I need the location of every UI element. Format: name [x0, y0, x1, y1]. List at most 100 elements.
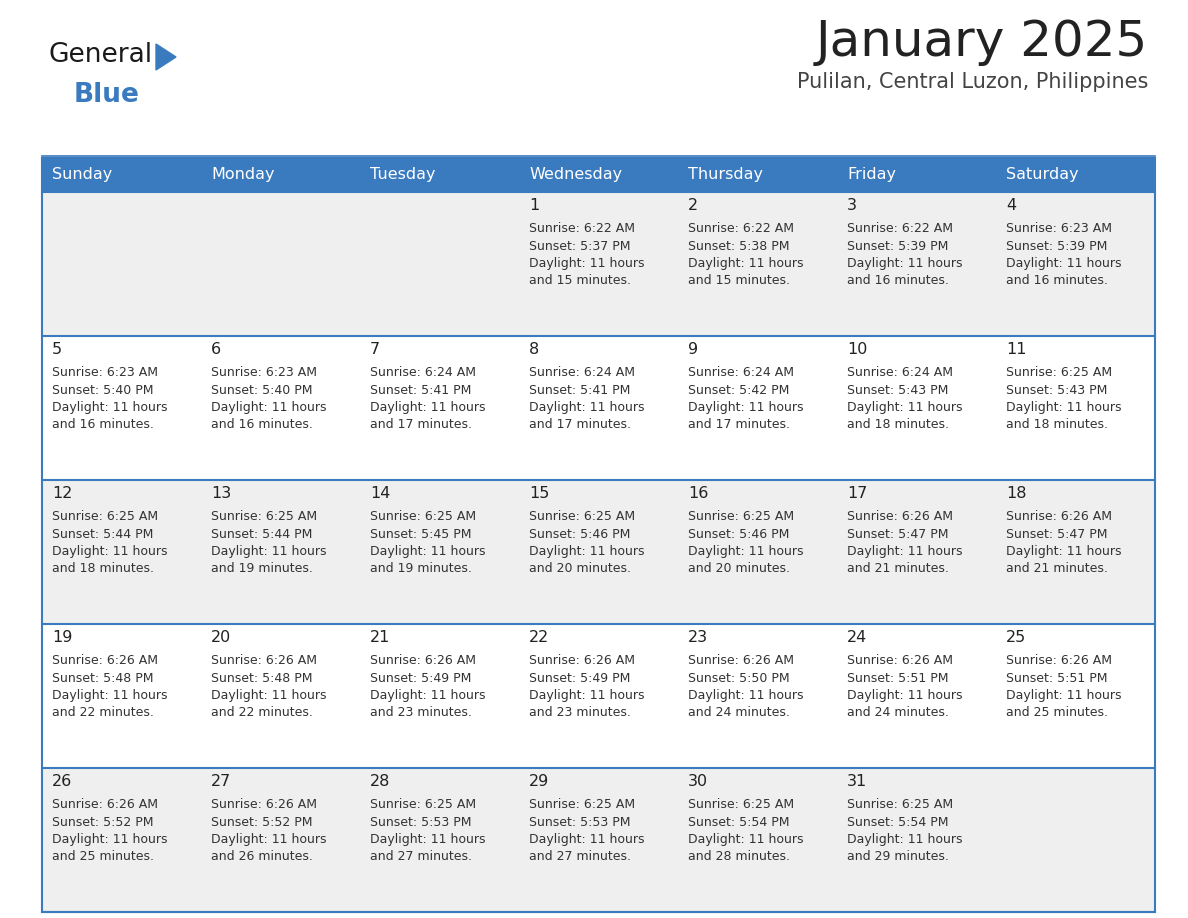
- Text: Sunday: Sunday: [52, 167, 112, 183]
- Text: 6: 6: [211, 342, 221, 357]
- Text: and 16 minutes.: and 16 minutes.: [52, 419, 154, 431]
- Text: Sunset: 5:46 PM: Sunset: 5:46 PM: [529, 528, 631, 541]
- Text: Sunset: 5:49 PM: Sunset: 5:49 PM: [529, 671, 631, 685]
- Text: and 27 minutes.: and 27 minutes.: [529, 850, 631, 864]
- Text: Sunset: 5:52 PM: Sunset: 5:52 PM: [52, 815, 153, 829]
- Text: Sunset: 5:47 PM: Sunset: 5:47 PM: [1006, 528, 1107, 541]
- Text: and 16 minutes.: and 16 minutes.: [847, 274, 949, 287]
- Text: Sunrise: 6:25 AM: Sunrise: 6:25 AM: [369, 798, 476, 811]
- Text: Sunset: 5:40 PM: Sunset: 5:40 PM: [52, 384, 153, 397]
- Bar: [42, 480, 201, 624]
- Bar: [42, 768, 201, 912]
- Text: Sunrise: 6:25 AM: Sunrise: 6:25 AM: [688, 798, 794, 811]
- Text: and 16 minutes.: and 16 minutes.: [211, 419, 312, 431]
- Text: Sunrise: 6:26 AM: Sunrise: 6:26 AM: [211, 654, 317, 667]
- Text: Daylight: 11 hours: Daylight: 11 hours: [1006, 257, 1121, 270]
- Text: Daylight: 11 hours: Daylight: 11 hours: [369, 401, 486, 414]
- Bar: [838, 336, 996, 480]
- Text: Sunrise: 6:23 AM: Sunrise: 6:23 AM: [52, 366, 158, 379]
- Text: Thursday: Thursday: [688, 167, 763, 183]
- Text: Sunset: 5:41 PM: Sunset: 5:41 PM: [529, 384, 631, 397]
- Text: and 17 minutes.: and 17 minutes.: [369, 419, 472, 431]
- Text: Sunset: 5:44 PM: Sunset: 5:44 PM: [211, 528, 312, 541]
- Text: Daylight: 11 hours: Daylight: 11 hours: [369, 833, 486, 846]
- Text: and 20 minutes.: and 20 minutes.: [688, 563, 790, 576]
- Text: Sunset: 5:45 PM: Sunset: 5:45 PM: [369, 528, 472, 541]
- Text: Daylight: 11 hours: Daylight: 11 hours: [847, 257, 962, 270]
- Text: Sunset: 5:54 PM: Sunset: 5:54 PM: [847, 815, 948, 829]
- Text: Sunset: 5:43 PM: Sunset: 5:43 PM: [847, 384, 948, 397]
- Text: Daylight: 11 hours: Daylight: 11 hours: [529, 545, 645, 558]
- Text: Sunrise: 6:26 AM: Sunrise: 6:26 AM: [369, 654, 476, 667]
- Text: Sunset: 5:52 PM: Sunset: 5:52 PM: [211, 815, 312, 829]
- Text: Sunset: 5:40 PM: Sunset: 5:40 PM: [211, 384, 312, 397]
- Bar: [838, 158, 996, 192]
- Text: Sunrise: 6:26 AM: Sunrise: 6:26 AM: [1006, 510, 1112, 523]
- Text: Daylight: 11 hours: Daylight: 11 hours: [529, 689, 645, 702]
- Text: Pulilan, Central Luzon, Philippines: Pulilan, Central Luzon, Philippines: [797, 72, 1148, 92]
- Text: Sunrise: 6:23 AM: Sunrise: 6:23 AM: [1006, 222, 1112, 235]
- Text: and 23 minutes.: and 23 minutes.: [529, 707, 631, 720]
- Bar: [996, 336, 1155, 480]
- Bar: [201, 480, 360, 624]
- Bar: [838, 480, 996, 624]
- Text: 14: 14: [369, 486, 391, 501]
- Text: Sunset: 5:37 PM: Sunset: 5:37 PM: [529, 240, 631, 252]
- Text: Sunrise: 6:25 AM: Sunrise: 6:25 AM: [529, 798, 636, 811]
- Text: Daylight: 11 hours: Daylight: 11 hours: [529, 401, 645, 414]
- Text: Sunset: 5:39 PM: Sunset: 5:39 PM: [847, 240, 948, 252]
- Text: 12: 12: [52, 486, 72, 501]
- Text: Sunrise: 6:24 AM: Sunrise: 6:24 AM: [847, 366, 953, 379]
- Text: Sunrise: 6:23 AM: Sunrise: 6:23 AM: [211, 366, 317, 379]
- Text: January 2025: January 2025: [816, 18, 1148, 66]
- Bar: [42, 336, 201, 480]
- Text: Daylight: 11 hours: Daylight: 11 hours: [688, 689, 803, 702]
- Bar: [678, 624, 838, 768]
- Bar: [201, 768, 360, 912]
- Text: Sunrise: 6:25 AM: Sunrise: 6:25 AM: [529, 510, 636, 523]
- Bar: [42, 158, 201, 192]
- Bar: [678, 480, 838, 624]
- Text: Sunset: 5:43 PM: Sunset: 5:43 PM: [1006, 384, 1107, 397]
- Bar: [519, 336, 678, 480]
- Text: 17: 17: [847, 486, 867, 501]
- Text: Sunset: 5:53 PM: Sunset: 5:53 PM: [529, 815, 631, 829]
- Text: 20: 20: [211, 630, 232, 645]
- Bar: [42, 158, 1155, 912]
- Text: Wednesday: Wednesday: [529, 167, 623, 183]
- Text: 2: 2: [688, 198, 699, 213]
- Text: and 21 minutes.: and 21 minutes.: [1006, 563, 1108, 576]
- Text: Daylight: 11 hours: Daylight: 11 hours: [1006, 689, 1121, 702]
- Text: Tuesday: Tuesday: [369, 167, 436, 183]
- Bar: [838, 192, 996, 336]
- Text: Sunset: 5:50 PM: Sunset: 5:50 PM: [688, 671, 790, 685]
- Text: Sunrise: 6:26 AM: Sunrise: 6:26 AM: [211, 798, 317, 811]
- Text: 25: 25: [1006, 630, 1026, 645]
- Bar: [201, 192, 360, 336]
- Bar: [678, 336, 838, 480]
- Text: 27: 27: [211, 774, 232, 789]
- Bar: [360, 624, 519, 768]
- Text: Sunrise: 6:24 AM: Sunrise: 6:24 AM: [369, 366, 476, 379]
- Text: 4: 4: [1006, 198, 1016, 213]
- Text: and 25 minutes.: and 25 minutes.: [1006, 707, 1108, 720]
- Text: 13: 13: [211, 486, 232, 501]
- Text: 24: 24: [847, 630, 867, 645]
- Bar: [360, 480, 519, 624]
- Text: Daylight: 11 hours: Daylight: 11 hours: [688, 401, 803, 414]
- Text: Daylight: 11 hours: Daylight: 11 hours: [1006, 401, 1121, 414]
- Text: and 15 minutes.: and 15 minutes.: [688, 274, 790, 287]
- Text: Sunset: 5:39 PM: Sunset: 5:39 PM: [1006, 240, 1107, 252]
- Text: Sunset: 5:51 PM: Sunset: 5:51 PM: [1006, 671, 1107, 685]
- Text: Sunrise: 6:24 AM: Sunrise: 6:24 AM: [529, 366, 636, 379]
- Text: Friday: Friday: [847, 167, 896, 183]
- Text: 31: 31: [847, 774, 867, 789]
- Text: Blue: Blue: [74, 82, 140, 108]
- Text: and 18 minutes.: and 18 minutes.: [52, 563, 154, 576]
- Text: Daylight: 11 hours: Daylight: 11 hours: [211, 689, 327, 702]
- Text: Sunrise: 6:26 AM: Sunrise: 6:26 AM: [847, 510, 953, 523]
- Text: Sunset: 5:46 PM: Sunset: 5:46 PM: [688, 528, 789, 541]
- Text: Sunrise: 6:22 AM: Sunrise: 6:22 AM: [688, 222, 794, 235]
- Bar: [996, 624, 1155, 768]
- Text: 22: 22: [529, 630, 549, 645]
